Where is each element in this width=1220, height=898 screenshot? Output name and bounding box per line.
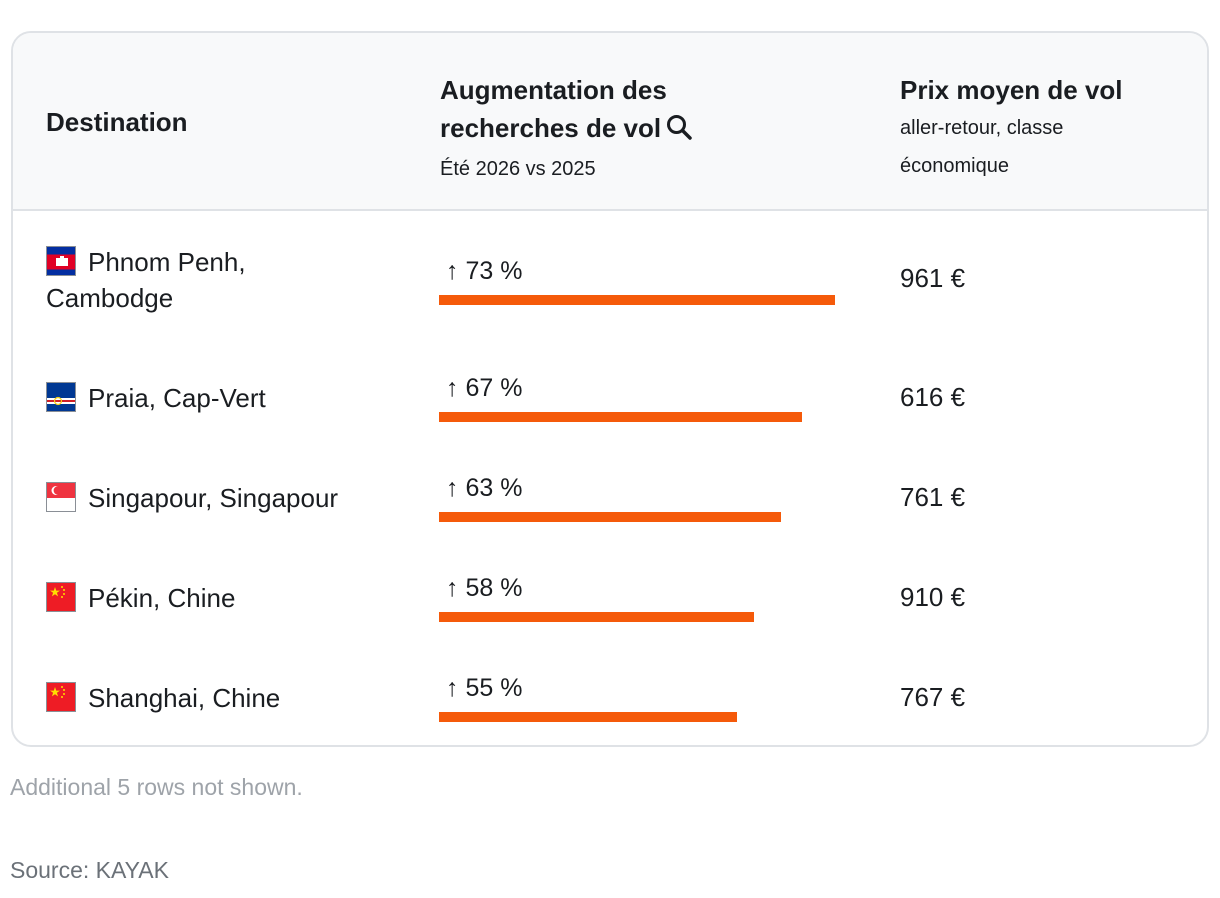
increase-bar	[439, 295, 835, 305]
price-label: 767 €	[900, 682, 966, 712]
china-flag-icon	[46, 582, 76, 612]
increase-label: ↑ 63 %	[446, 474, 523, 502]
china-flag-icon	[46, 682, 76, 712]
source-credit: Source: KAYAK	[10, 857, 169, 883]
search-increase-subtitle: Été 2026 vs 2025	[440, 158, 596, 180]
increase-bar	[439, 712, 737, 722]
table-header: Destination Augmentation des recherches …	[13, 33, 1207, 211]
price-title: Prix moyen de vol	[900, 75, 1123, 105]
data-table: Destination Augmentation des recherches …	[11, 31, 1209, 747]
column-header-search-increase: Augmentation des recherches de vol Été 2…	[440, 71, 740, 183]
increase-label: ↑ 73 %	[446, 257, 523, 285]
cambodia-flag-icon	[46, 246, 76, 276]
increase-bar	[439, 512, 781, 522]
destination-label: Singapour, Singapour	[88, 483, 339, 513]
rows-not-shown-note: Additional 5 rows not shown.	[10, 774, 303, 800]
destination-label: Shanghai, Chine	[88, 683, 281, 713]
cape-verde-flag-icon	[46, 382, 76, 412]
search-increase-title: Augmentation des recherches de vol	[440, 75, 667, 143]
increase-bar	[439, 412, 802, 422]
search-icon	[667, 115, 692, 140]
price-subtitle: aller-retour, classe économique	[900, 117, 1064, 177]
destination-label-line2: Cambodge	[46, 283, 174, 313]
price-label: 961 €	[900, 263, 966, 293]
price-label: 761 €	[900, 482, 966, 512]
singapore-flag-icon	[46, 482, 76, 512]
destination-label: Phnom Penh,	[88, 247, 246, 277]
increase-label: ↑ 67 %	[446, 374, 523, 402]
price-label: 910 €	[900, 582, 966, 612]
increase-label: ↑ 55 %	[446, 674, 523, 702]
increase-bar	[439, 612, 754, 622]
increase-label: ↑ 58 %	[446, 574, 523, 602]
price-label: 616 €	[900, 382, 966, 412]
column-header-destination: Destination	[46, 107, 188, 137]
destination-label: Praia, Cap-Vert	[88, 383, 266, 413]
column-header-price: Prix moyen de vol aller-retour, classe é…	[900, 71, 1200, 185]
destination-label: Pékin, Chine	[88, 583, 236, 613]
